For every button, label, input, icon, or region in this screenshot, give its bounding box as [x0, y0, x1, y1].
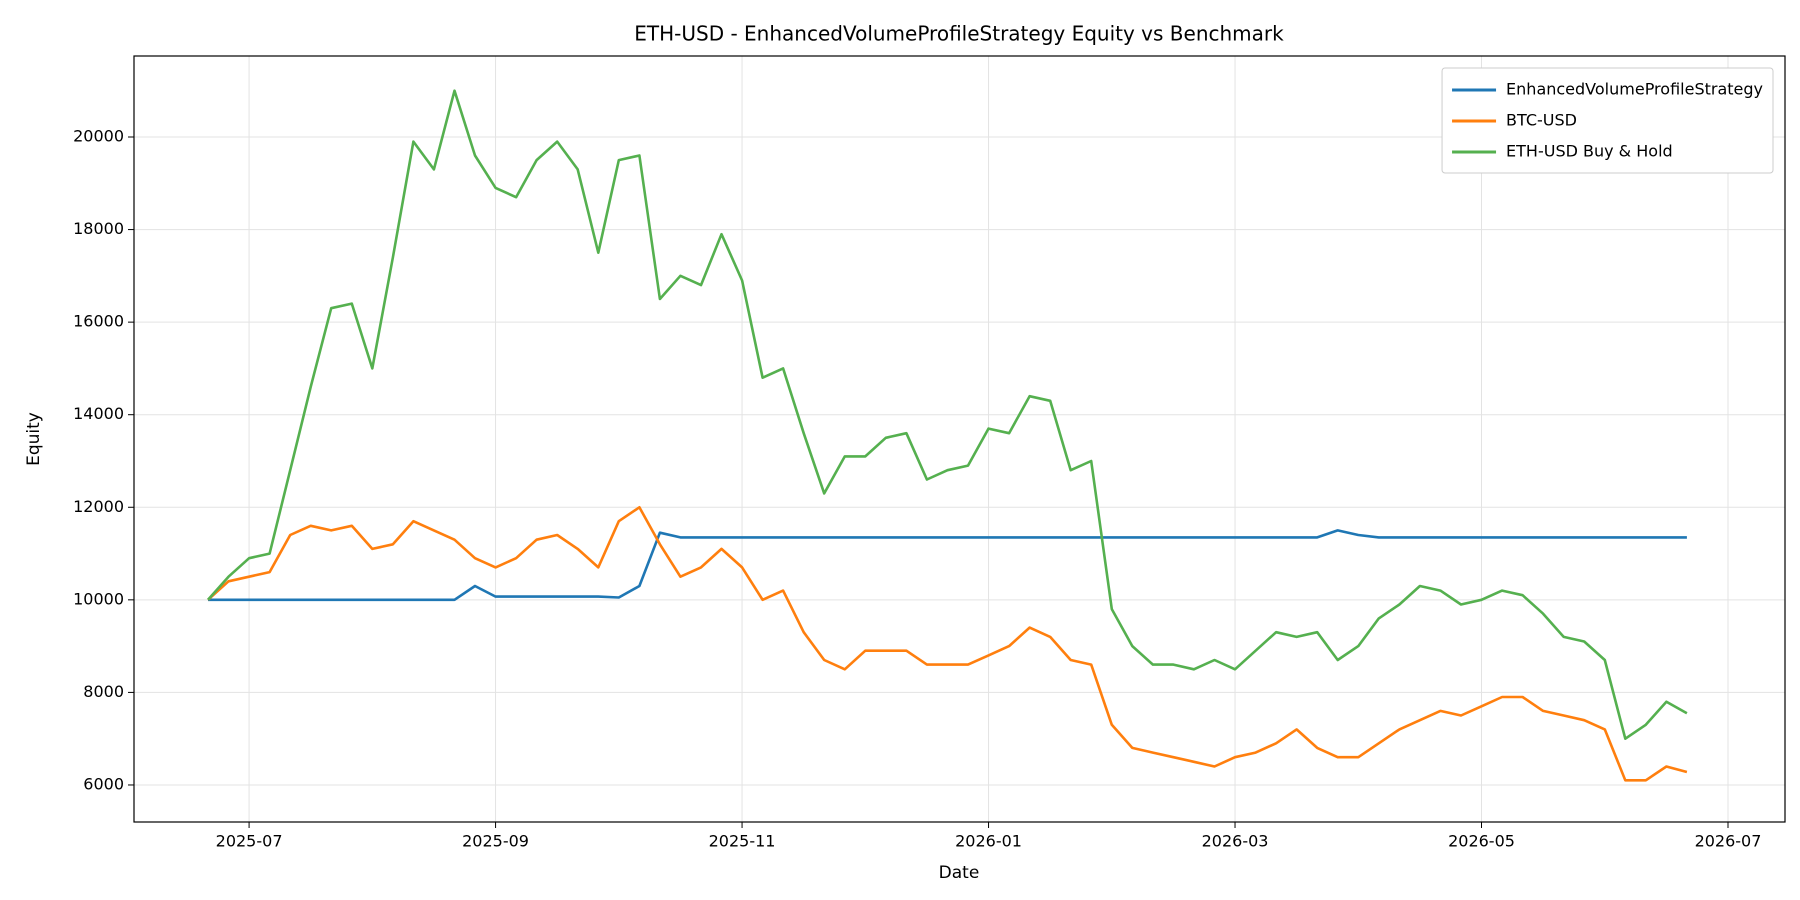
series-line: [208, 529, 1687, 602]
y-tick-label: 16000: [73, 312, 124, 331]
plot-frame: [133, 55, 1786, 823]
legend-box: [1441, 67, 1774, 174]
x-tick-label: 2025-09: [462, 832, 529, 851]
x-tick-label: 2026-01: [955, 832, 1022, 851]
y-tick-label: 18000: [73, 219, 124, 238]
y-tick-label: 6000: [83, 774, 124, 793]
x-tick-label: 2025-11: [709, 832, 776, 851]
y-axis-label: Equity: [24, 412, 44, 466]
y-tick-label: 20000: [73, 126, 124, 145]
x-axis-label: Date: [939, 863, 980, 883]
y-tick-label: 10000: [73, 589, 124, 608]
x-tick-label: 2026-03: [1202, 832, 1269, 851]
x-tick-label: 2025-07: [216, 832, 283, 851]
series-line: [207, 506, 1688, 782]
legend-label: ETH-USD Buy & Hold: [1506, 142, 1673, 161]
y-tick-label: 8000: [83, 682, 124, 701]
legend-label: EnhancedVolumeProfileStrategy: [1506, 80, 1763, 99]
x-tick-label: 2026-05: [1448, 832, 1515, 851]
y-tick-label: 14000: [73, 404, 124, 423]
chart-title: ETH-USD - EnhancedVolumeProfileStrategy …: [634, 22, 1284, 46]
y-tick-label: 12000: [73, 497, 124, 516]
legend: EnhancedVolumeProfileStrategy BTC-USD ETH-…: [1441, 67, 1774, 174]
series-line: [207, 89, 1688, 740]
x-tick-label: 2026-07: [1695, 832, 1762, 851]
legend-label: BTC-USD: [1506, 111, 1577, 130]
